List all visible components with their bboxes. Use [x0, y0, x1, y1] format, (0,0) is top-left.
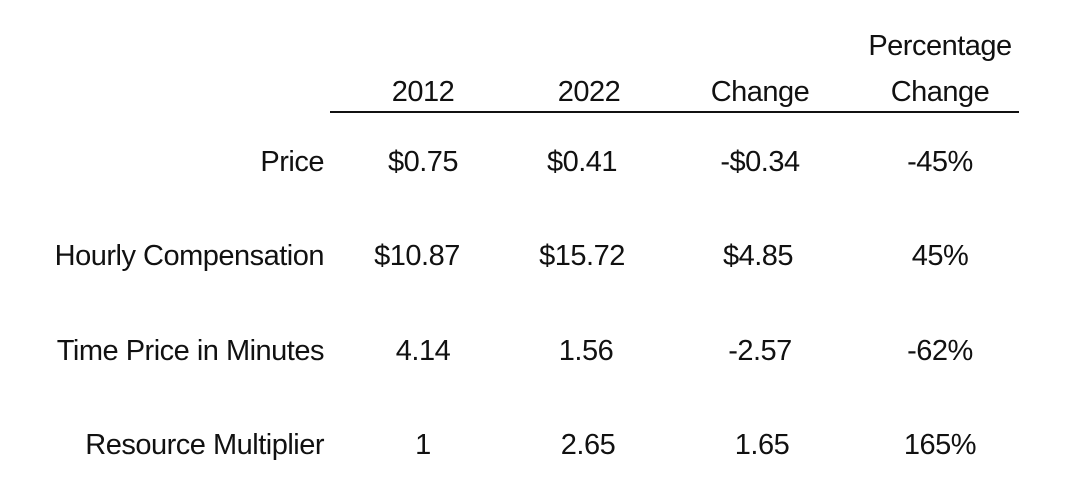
table-cell: $15.72	[539, 240, 625, 272]
column-header-2012: 2012	[391, 76, 455, 108]
table-cell: 165%	[903, 429, 977, 461]
column-header-2022: 2022	[557, 76, 621, 108]
table-cell: 45%	[911, 240, 969, 272]
table-cell: -$0.34	[720, 146, 800, 178]
table-cell: 1	[415, 429, 431, 461]
row-label-hourly-compensation: Hourly Compensation	[54, 240, 325, 272]
table-cell: 1.56	[558, 335, 614, 367]
table-cell: -62%	[907, 335, 973, 367]
column-header-percentage-line1: Percentage	[868, 30, 1012, 62]
column-header-percentage-line2: Change	[890, 76, 990, 108]
row-label-time-price: Time Price in Minutes	[56, 335, 325, 367]
row-label-resource-multiplier: Resource Multiplier	[85, 429, 324, 461]
row-label-price: Price	[260, 146, 324, 178]
table-cell: -45%	[907, 146, 973, 178]
table-cell: 4.14	[395, 335, 451, 367]
table-cell: 1.65	[734, 429, 790, 461]
table-cell: $0.41	[546, 146, 618, 178]
table-cell: $10.87	[374, 240, 460, 272]
column-header-change: Change	[710, 76, 810, 108]
table-cell: $4.85	[722, 240, 794, 272]
table-cell: 2.65	[560, 429, 616, 461]
header-divider	[330, 111, 1019, 113]
table-cell: $0.75	[387, 146, 459, 178]
table-cell: -2.57	[728, 335, 792, 367]
